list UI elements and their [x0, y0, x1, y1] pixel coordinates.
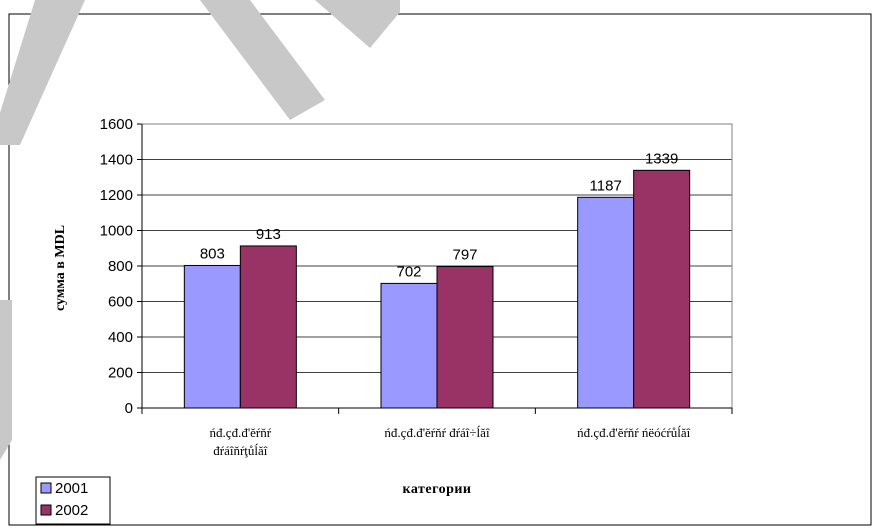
y-tick-label: 0	[125, 400, 133, 417]
legend: 2001 2002	[35, 476, 111, 525]
watermark-stripes	[0, 0, 400, 460]
data-label: 702	[396, 263, 421, 280]
data-label: 1187	[590, 177, 622, 194]
legend-swatch	[40, 482, 52, 494]
bar	[577, 196, 635, 409]
x-tick-label: ńđ.çđ.đ'ĕŕňŕ đŕáî÷ĺăî	[384, 425, 490, 440]
y-tick-label: 200	[108, 365, 133, 382]
bar	[183, 264, 241, 409]
bar	[380, 282, 438, 409]
y-axis-title: сумма в MDL	[53, 225, 68, 311]
data-label: 1339	[645, 150, 678, 167]
watermark-stripe	[0, 0, 85, 145]
watermark-stripe	[315, 0, 400, 48]
y-tick-label: 1200	[100, 187, 133, 204]
y-tick-label: 400	[108, 329, 133, 346]
data-label: 797	[452, 247, 477, 264]
legend-label: 2001	[55, 480, 88, 497]
plot-area: 0 200 400 600 800 1000 1200 1400 1600 803 913 ńđ.çđ…	[100, 116, 733, 458]
y-tick-label: 1000	[100, 223, 133, 240]
y-tick-label: 1400	[100, 152, 133, 169]
x-tick-label: ńđ.çđ.đ'ĕŕňŕ ńëóćŕůĺăî	[577, 425, 691, 440]
x-tick-label: ńđ.çđ.đ'ĕŕňŕ đŕáîňŕţůĺăî	[210, 425, 272, 458]
y-tick-label: 600	[108, 294, 133, 311]
watermark-stripe	[200, 0, 325, 120]
legend-label: 2002	[55, 502, 88, 519]
x-axis-title: категории	[402, 482, 471, 497]
y-tick-label: 1600	[100, 116, 133, 133]
bar	[633, 169, 691, 409]
data-label: 913	[256, 226, 281, 243]
data-label: 803	[200, 245, 225, 262]
bar	[436, 266, 494, 409]
legend-swatch	[40, 504, 52, 516]
y-tick-label: 800	[108, 258, 133, 275]
bar	[239, 245, 297, 409]
watermark-stripe	[0, 300, 12, 460]
